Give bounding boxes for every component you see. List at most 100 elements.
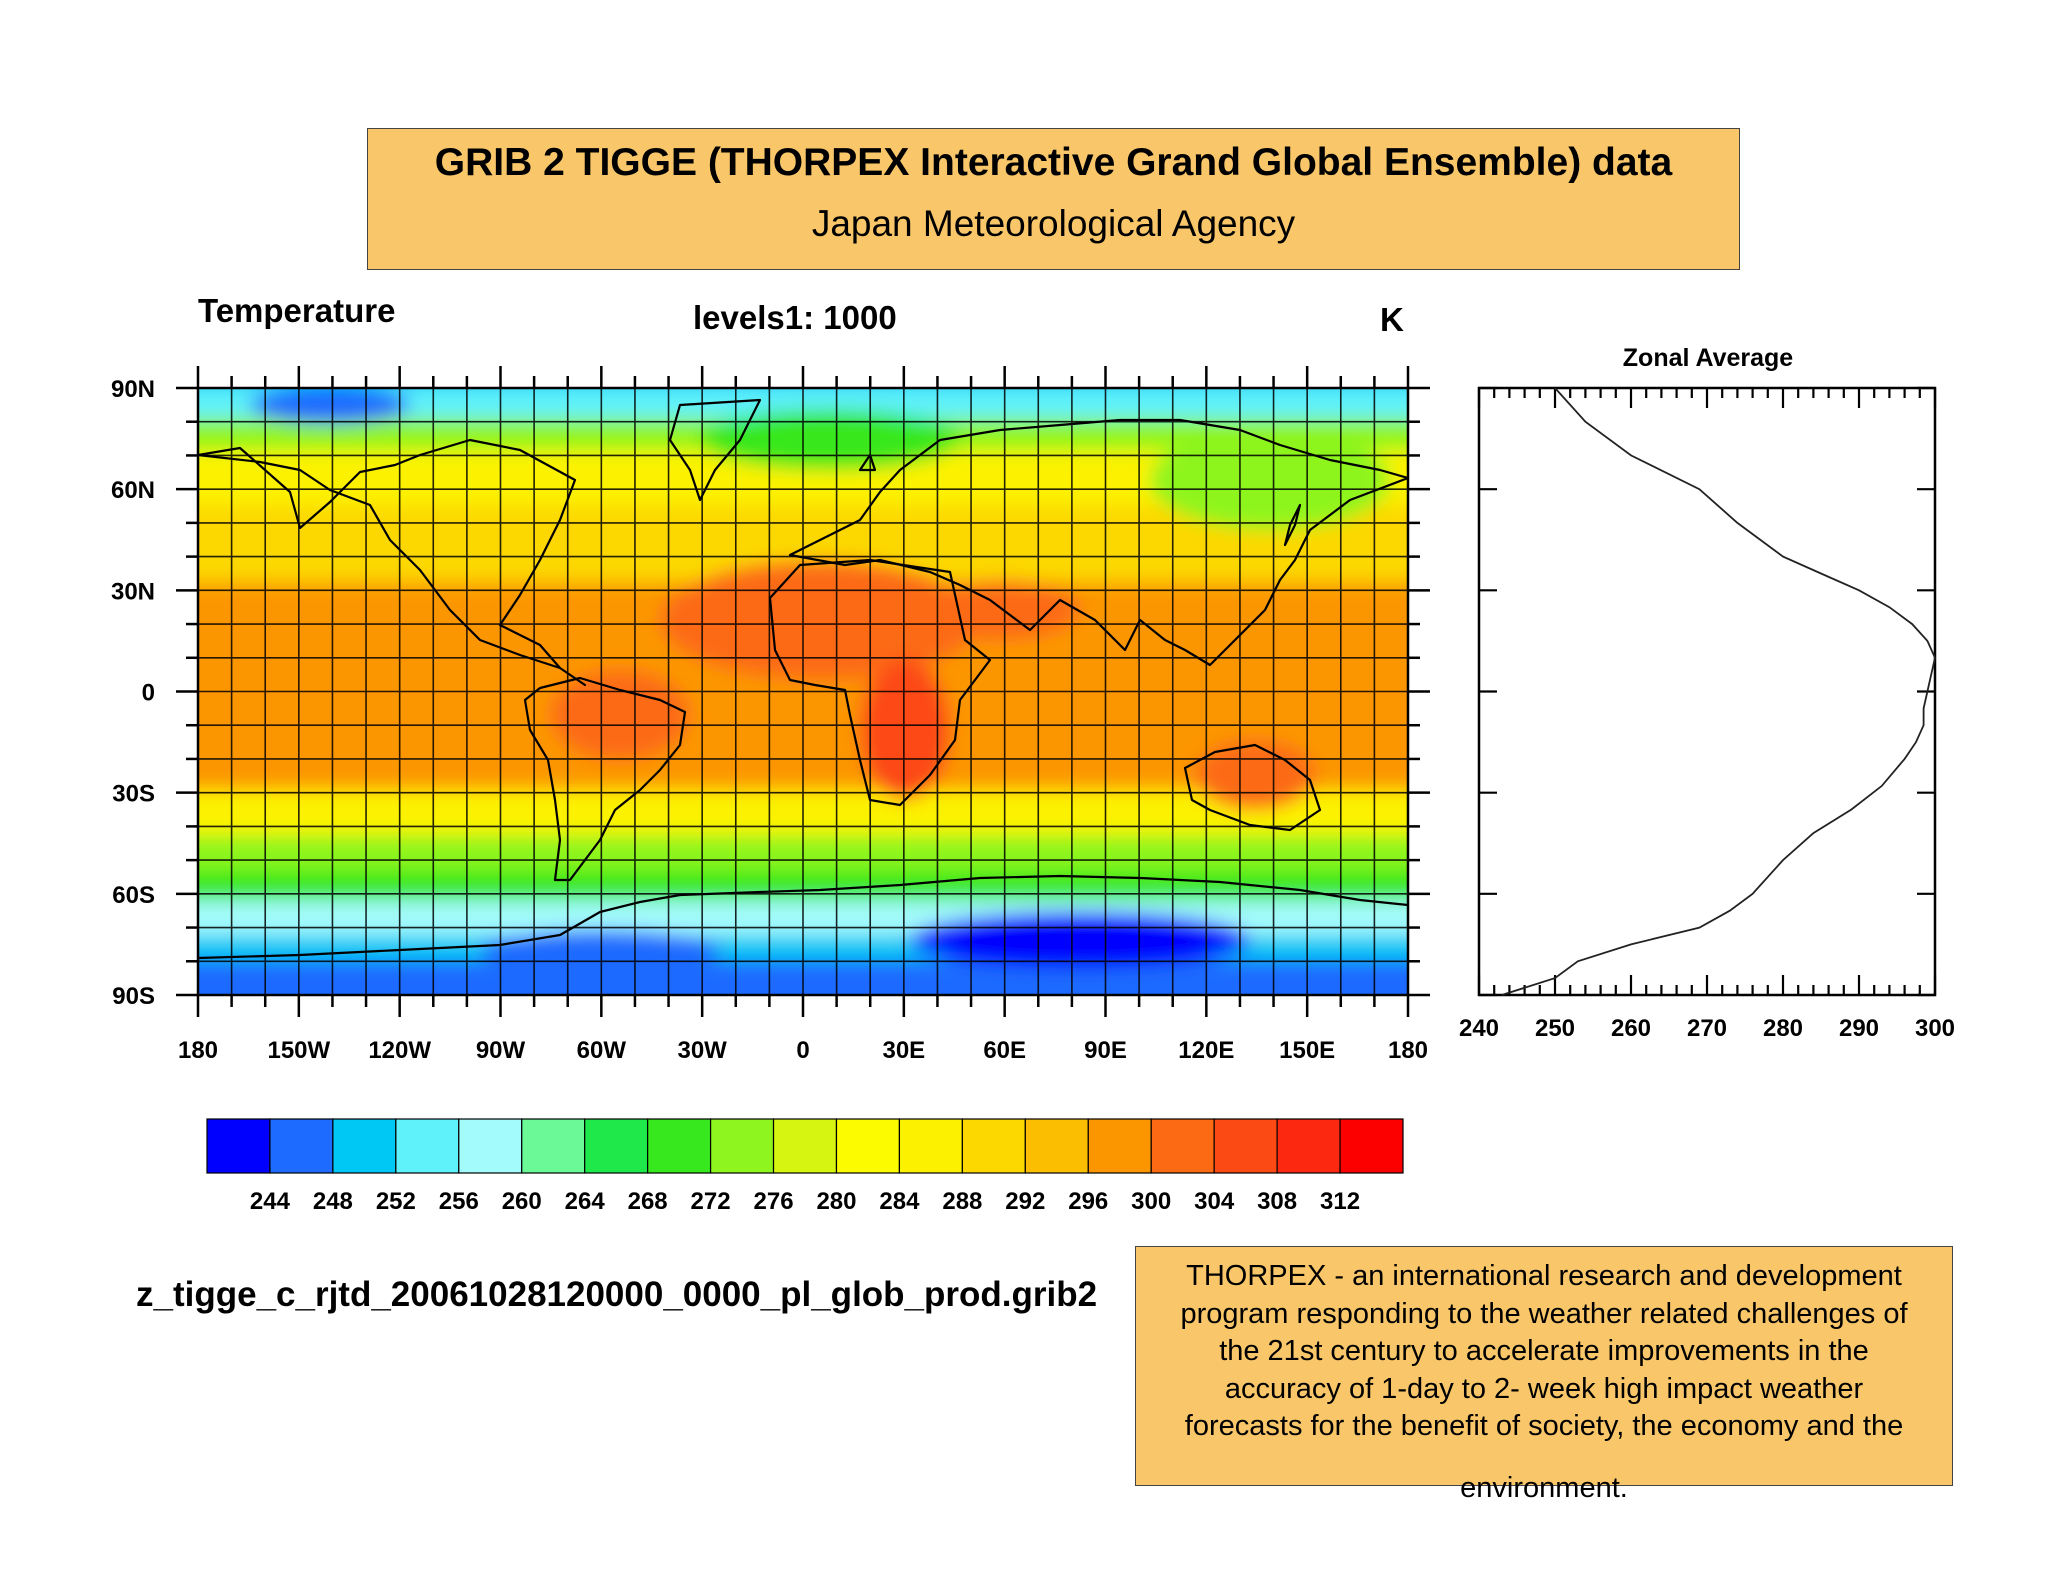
colorbar-swatch [835,1118,901,1174]
zonal-x-tick-label: 290 [1839,1015,1879,1042]
lon-tick-label: 90W [476,1037,526,1064]
japan-coast [1283,503,1302,547]
britain-coast [858,453,877,472]
lon-tick-label: 90E [1084,1037,1127,1064]
colorbar-label: 248 [313,1188,353,1215]
colorbar-label: 300 [1131,1188,1171,1215]
colorbar-label: 252 [376,1188,416,1215]
colorbar-label: 288 [942,1188,982,1215]
zonal-x-tick-labels: 240 250 260 270 280 290 300 [1459,1015,1955,1042]
zonal-chart-frame [1477,386,1937,997]
colorbar-swatch [772,1118,838,1174]
info-box [1135,1246,1953,1486]
colorbar-swatch [1339,1118,1404,1174]
colorbar-label: 296 [1068,1188,1108,1215]
colorbar-swatch [1213,1118,1278,1174]
lon-tick-label: 60E [983,1037,1026,1064]
temperature-field [198,388,1408,995]
eurasia-coast [788,418,1408,667]
colorbar-swatch [584,1118,649,1174]
zonal-chart-title: Zonal Average [1623,344,1794,372]
colorbar-swatch [332,1118,397,1174]
colorbar-swatch [898,1118,963,1174]
colorbar-swatch [458,1118,523,1174]
zonal-x-tick-label: 280 [1763,1015,1803,1042]
lon-tick-label: 60W [577,1037,627,1064]
lat-tick-label: 60S [112,882,155,909]
lon-tick-label: 0 [796,1037,809,1064]
lat-tick-label: 30N [111,578,155,605]
title-box: GRIB 2 TIGGE (THORPEX Interactive Grand … [367,128,1740,270]
lon-tick-label: 150W [267,1037,330,1064]
colorbar-label: 272 [691,1188,731,1215]
info-line: the 21st century to accelerate improveme… [1219,1335,1869,1367]
colorbar-label: 268 [628,1188,668,1215]
lat-tick-label: 0 [142,680,155,707]
subtitle: Japan Meteorological Agency [811,203,1296,244]
colorbar-swatch [1087,1118,1152,1174]
antarctica-coast [198,874,1408,960]
zonal-x-tick-label: 240 [1459,1015,1499,1042]
south-america-coast [523,676,687,882]
australia-coast [1183,743,1322,832]
colorbar-label: 304 [1194,1188,1235,1215]
zonal-x-tick-label: 300 [1915,1015,1955,1042]
info-line: THORPEX - an international research and … [1186,1260,1902,1292]
colorbar-swatch [709,1118,775,1174]
colorbar-label: 312 [1320,1188,1360,1215]
colorbar-swatch [395,1118,460,1174]
colorbar-swatch [961,1118,1026,1174]
map-ticks [176,366,1430,1017]
colorbar-swatch [1150,1118,1215,1174]
colorbar-swatch [269,1118,334,1174]
lon-tick-label: 120W [368,1037,431,1064]
info-line-last: environment. [1460,1471,1628,1504]
colorbar-swatch [647,1118,712,1174]
colorbar-swatch [521,1118,586,1174]
info-line: accuracy of 1-day to 2- week high impact… [1224,1372,1864,1405]
zonal-x-tick-label: 250 [1535,1015,1575,1042]
graticule [198,388,1408,995]
lat-tick-label: 60N [111,477,155,504]
lat-tick-label: 30S [112,781,155,808]
colorbar-label: 276 [754,1188,794,1215]
lat-tick-label: 90N [111,376,155,403]
level-label: levels1: 1000 [693,299,897,336]
colorbar-label: 256 [439,1188,479,1215]
colorbar-label: 292 [1005,1188,1045,1215]
zonal-ticks [1477,386,1937,997]
zonal-x-tick-label: 260 [1611,1015,1651,1042]
colorbar-swatch [206,1118,271,1174]
lon-tick-label: 30W [677,1037,727,1064]
lon-tick-label: 180 [1388,1037,1428,1064]
lon-tick-label: 30E [882,1037,925,1064]
greenland-coast [668,398,762,502]
colorbar-label: 260 [502,1188,542,1215]
info-line: program responding to the weather relate… [1180,1297,1908,1330]
lon-tick-label: 180 [178,1037,218,1064]
colorbar-label: 244 [250,1188,291,1215]
unit-label: K [1380,301,1404,338]
zonal-average-series [1501,387,1936,996]
colorbar-labels: 244 248 252 256 260 264 268 272 276 280 284 288 292 2… [250,1188,1360,1215]
colorbar-label: 284 [879,1188,920,1215]
zonal-x-tick-label: 270 [1687,1015,1727,1042]
variable-label: Temperature [198,292,396,329]
main-title: GRIB 2 TIGGE (THORPEX Interactive Grand … [434,141,1673,184]
colorbar [206,1118,1404,1174]
info-line: forecasts for the benefit of society, th… [1184,1410,1904,1442]
lon-tick-labels: 180 150W 120W 90W 60W 30W 0 30E 60E 90E 120E 150E 18… [178,1037,1428,1064]
lon-tick-label: 120E [1178,1037,1234,1064]
lat-tick-label: 90S [112,983,155,1010]
colorbar-label: 264 [565,1188,606,1215]
file-name: z_tigge_c_rjtd_20061028120000_0000_pl_gl… [136,1275,1098,1314]
colorbar-swatch [1024,1118,1089,1174]
colorbar-label: 280 [816,1188,856,1215]
zonal-average-line [1501,387,1936,996]
colorbar-swatch [1276,1118,1341,1174]
info-text: THORPEX - an international research and … [1135,1258,1953,1507]
colorbar-label: 308 [1257,1188,1297,1215]
lon-tick-label: 150E [1279,1037,1335,1064]
lat-tick-labels: 90N 60N 30N 0 30S 60S 90S [111,376,155,1010]
